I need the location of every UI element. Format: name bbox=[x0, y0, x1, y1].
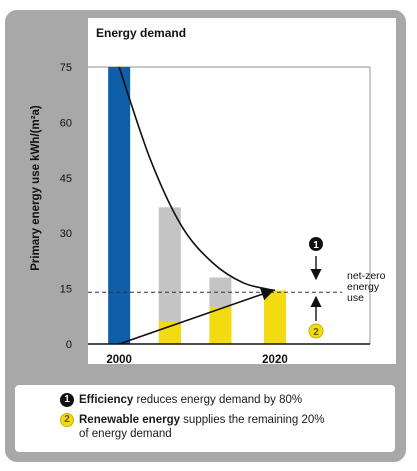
marker-efficiency-symbol: 1 bbox=[313, 240, 319, 251]
x-tick-label: 2020 bbox=[262, 354, 288, 366]
bar bbox=[108, 67, 131, 344]
y-tick-label: 45 bbox=[60, 173, 72, 185]
marker-renewable-symbol: 2 bbox=[313, 327, 319, 338]
bar bbox=[158, 321, 181, 344]
legend-marker-two: 2 bbox=[60, 413, 74, 427]
legend: 1 Efficiency reduces energy demand by 80… bbox=[60, 393, 390, 447]
legend-rest-renewable-2: of energy demand bbox=[79, 428, 172, 440]
legend-rest-efficiency: reduces energy demand by 80% bbox=[133, 394, 303, 406]
marker-renewable bbox=[308, 323, 324, 339]
x-tick-labels: 2000 2020 bbox=[106, 354, 287, 366]
legend-item-efficiency: 1 Efficiency reduces energy demand by 80… bbox=[60, 393, 390, 407]
renewable-arrow-line bbox=[118, 288, 275, 345]
legend-item-renewable: 2 Renewable energy supplies the remainin… bbox=[60, 413, 390, 441]
bars bbox=[108, 67, 286, 344]
legend-bold-efficiency: Efficiency bbox=[79, 394, 134, 406]
plot-panel bbox=[88, 18, 396, 364]
legend-bold-renewable: Renewable energy bbox=[79, 414, 180, 426]
legend-text-efficiency: Efficiency reduces energy demand by 80% bbox=[79, 393, 302, 407]
net-zero-label-line: use bbox=[347, 292, 364, 304]
y-axis-label: Primary energy use kWh/(m²a) bbox=[30, 105, 42, 271]
y-tick-labels: 0 15 30 45 60 75 bbox=[60, 62, 72, 351]
net-zero-label-line: net-zero bbox=[347, 270, 386, 282]
legend-rest-renewable: supplies the remaining 20% bbox=[179, 414, 325, 426]
legend-panel bbox=[15, 385, 395, 452]
bar bbox=[209, 307, 232, 344]
y-tick-label: 15 bbox=[60, 284, 72, 296]
marker-efficiency bbox=[309, 237, 323, 251]
efficiency-curve bbox=[118, 66, 276, 292]
y-tick-label: 0 bbox=[66, 339, 72, 351]
y-tick-label: 75 bbox=[60, 62, 72, 74]
legend-text-renewable: Renewable energy supplies the remaining … bbox=[79, 413, 324, 441]
net-zero-label-line: energy bbox=[347, 281, 380, 293]
x-tick-label: 2000 bbox=[106, 354, 132, 366]
bar bbox=[158, 207, 181, 344]
legend-marker-one: 1 bbox=[60, 393, 74, 407]
y-tick-label: 30 bbox=[60, 228, 72, 240]
y-tick-label: 60 bbox=[60, 117, 72, 129]
chart-title: Energy demand bbox=[96, 26, 186, 40]
bar bbox=[263, 290, 286, 344]
